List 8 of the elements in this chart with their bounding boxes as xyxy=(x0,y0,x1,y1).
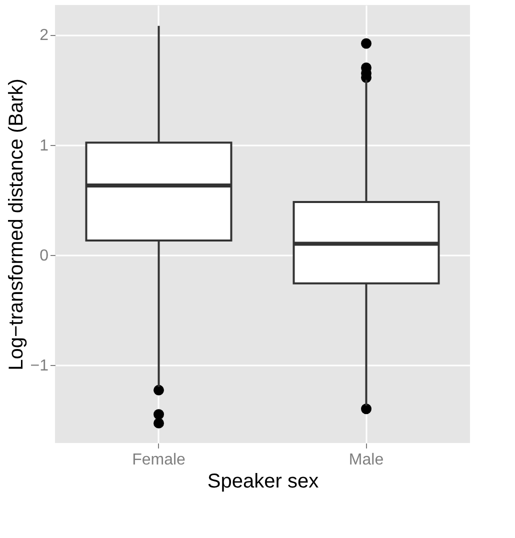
y-tick-label: 1 xyxy=(40,137,49,154)
x-tick-label: Male xyxy=(348,452,384,468)
x-axis-title: Speaker sex xyxy=(207,470,319,492)
y-tick-label: 0 xyxy=(40,247,49,264)
y-tick-label: −1 xyxy=(30,357,49,374)
x-tick-label: Female xyxy=(132,452,186,468)
y-axis-title: Log−transformed distance (Bark) xyxy=(5,78,28,370)
y-tick-label: 2 xyxy=(40,27,49,44)
